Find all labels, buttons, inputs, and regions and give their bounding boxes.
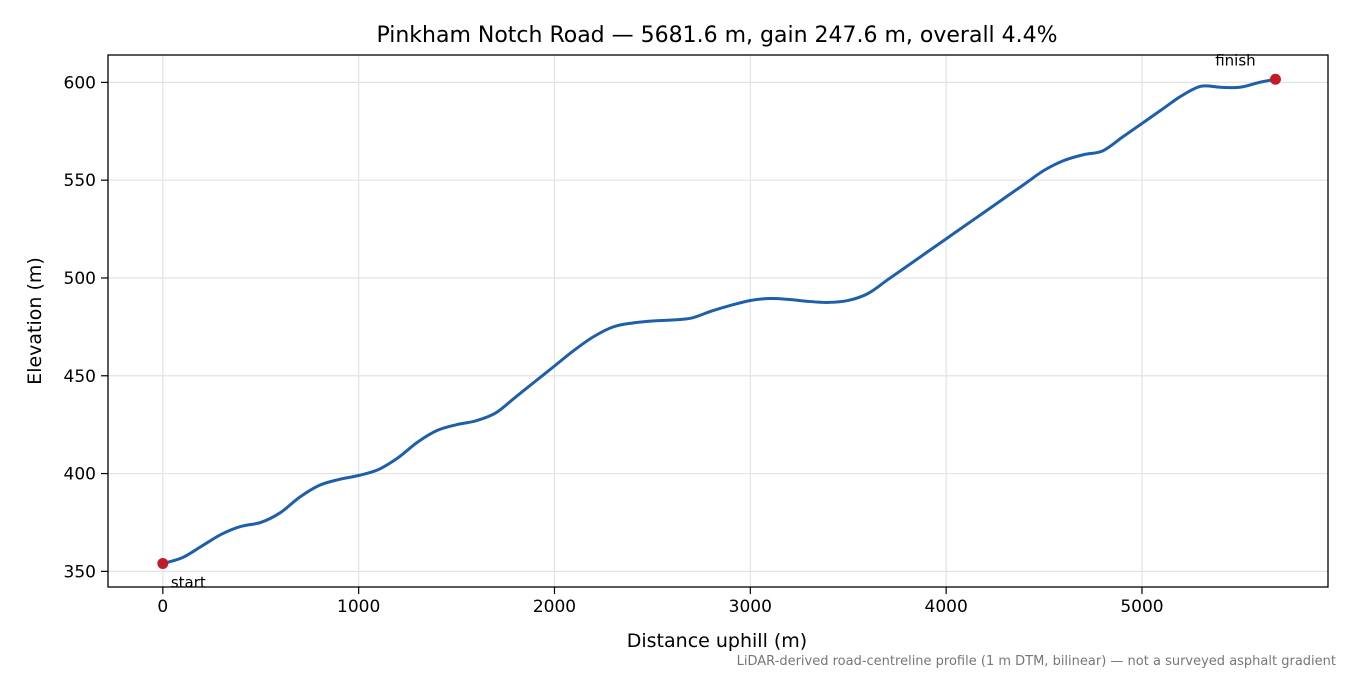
y-tick-label: 600 <box>64 73 96 93</box>
x-tick-label: 0 <box>157 597 168 617</box>
x-axis-label: Distance uphill (m) <box>627 630 807 652</box>
x-axis-ticks: 0 1000 2000 3000 4000 5000 <box>157 587 1164 617</box>
y-axis-ticks: 350 400 450 500 550 600 <box>64 73 108 582</box>
plot-frame <box>107 54 1329 588</box>
x-tick-label: 5000 <box>1120 597 1163 617</box>
x-tick-label: 3000 <box>729 597 772 617</box>
grid-lines <box>108 55 1328 587</box>
start-marker <box>157 558 169 570</box>
endpoint-markers: start finish <box>157 51 1281 592</box>
start-label: start <box>171 574 206 592</box>
x-tick-label: 2000 <box>533 597 576 617</box>
x-tick-label: 1000 <box>337 597 380 617</box>
y-tick-label: 500 <box>64 269 96 289</box>
y-axis-label: Elevation (m) <box>24 257 46 385</box>
chart-title: Pinkham Notch Road — 5681.6 m, gain 247.… <box>376 23 1057 48</box>
finish-label: finish <box>1215 51 1255 69</box>
y-tick-label: 550 <box>64 171 96 191</box>
y-tick-label: 450 <box>64 367 96 387</box>
x-tick-label: 4000 <box>925 597 968 617</box>
footnote: LiDAR-derived road-centreline profile (1… <box>737 654 1336 669</box>
finish-marker <box>1269 73 1281 85</box>
elevation-series-line <box>161 77 1277 566</box>
y-tick-label: 350 <box>64 562 96 582</box>
y-tick-label: 400 <box>64 465 96 485</box>
